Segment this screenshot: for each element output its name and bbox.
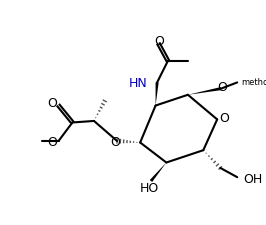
- Text: OH: OH: [243, 173, 263, 186]
- Polygon shape: [188, 87, 221, 95]
- Polygon shape: [156, 82, 159, 106]
- Text: O: O: [155, 35, 164, 48]
- Text: O: O: [47, 97, 57, 110]
- Text: O: O: [217, 81, 227, 94]
- Text: methoxy: methoxy: [241, 78, 266, 87]
- Text: O: O: [219, 112, 229, 125]
- Text: HN: HN: [129, 77, 148, 90]
- Text: O: O: [111, 136, 120, 149]
- Text: O: O: [47, 136, 57, 149]
- Text: HO: HO: [140, 182, 159, 195]
- Polygon shape: [150, 162, 166, 182]
